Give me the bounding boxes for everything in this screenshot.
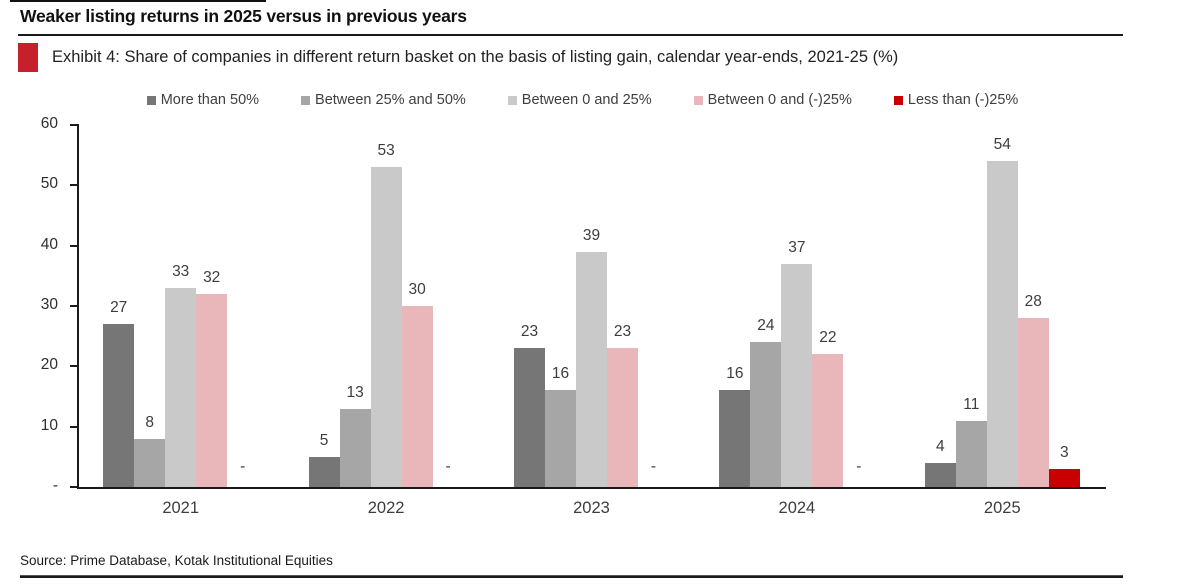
top-edge-line [10, 0, 266, 2]
bar-value-label: 37 [788, 238, 806, 256]
source-note: Source: Prime Database, Kotak Institutio… [20, 553, 333, 568]
legend-item-1: More than 50% [146, 92, 260, 108]
bar [607, 348, 638, 487]
x-axis-line [77, 487, 1106, 489]
y-axis-tick-mark [70, 124, 77, 126]
legend-swatch-icon [301, 95, 311, 105]
bar [1048, 468, 1080, 487]
bar [165, 287, 197, 487]
y-axis-tick-mark [70, 305, 77, 307]
bar-value-label: 16 [551, 365, 570, 383]
bar-value-label: 53 [377, 142, 395, 160]
bar [514, 348, 545, 487]
bar-value-label: 30 [408, 281, 426, 298]
bar [812, 354, 844, 487]
y-axis-tick-label: 60 [40, 115, 58, 132]
y-axis-tick-mark [70, 184, 77, 187]
bar-value-label: 28 [1024, 293, 1042, 311]
legend-item-4: Between 0 and (-)25% [693, 92, 852, 108]
bar-value-label: 8 [145, 413, 154, 431]
bar-value-label: 22 [819, 329, 837, 347]
x-axis-category-label: 2025 [983, 499, 1021, 517]
legend-item-3: Between 0 and 25% [507, 92, 652, 108]
bar [955, 420, 987, 487]
bar-value-label: 54 [993, 136, 1011, 154]
bottom-border-line [20, 575, 1123, 578]
y-axis-tick-label: 50 [40, 175, 58, 193]
bar-value-label: 16 [726, 365, 744, 383]
bar [308, 456, 340, 487]
bar [103, 324, 135, 487]
legend-item-label: Between 0 and 25% [521, 92, 652, 108]
legend-item-label: More than 50% [160, 92, 260, 108]
bar-value-label: 23 [613, 323, 632, 341]
legend-item-5: Less than (-)25% [893, 92, 1019, 108]
bar [781, 263, 813, 487]
exhibit-marker [18, 43, 38, 72]
legend-item-label: Less than (-)25% [907, 92, 1019, 108]
legend-swatch-icon [893, 95, 903, 105]
y-axis-tick-label: 20 [40, 356, 58, 374]
bar-value-label: 32 [203, 268, 221, 286]
bar [576, 251, 607, 487]
x-axis-category-label: 2023 [573, 499, 610, 517]
bar-value-label: 4 [935, 437, 945, 455]
legend-swatch-icon [507, 95, 517, 105]
zero-value-dash-label: - [856, 458, 862, 475]
x-axis-category-label: 2021 [162, 499, 200, 517]
bar [339, 408, 371, 487]
bar-value-label: 39 [582, 226, 601, 244]
y-axis-tick-mark [70, 365, 77, 368]
bar [924, 462, 956, 487]
legend-item-label: Between 25% and 50% [315, 92, 466, 108]
zero-value-dash-label: - [445, 458, 451, 475]
bar [750, 342, 782, 487]
bar-value-label: 11 [963, 395, 980, 413]
legend-swatch-icon [146, 95, 156, 105]
y-axis-tick-label: - [52, 477, 58, 494]
zero-value-dash-label: - [240, 458, 246, 475]
chart-legend: More than 50% Between 25% and 50% Between … [60, 92, 1105, 108]
bar-value-label: 3 [1059, 443, 1069, 461]
bar [986, 161, 1018, 487]
bar-value-label: 27 [110, 299, 128, 317]
y-axis-tick-mark [70, 425, 77, 428]
bar-value-label: 13 [346, 383, 364, 401]
legend-item-label: Between 0 and (-)25% [707, 92, 852, 108]
y-axis-tick-label: 10 [40, 416, 58, 434]
bar [719, 390, 751, 487]
bar [1017, 318, 1049, 487]
y-axis-line [77, 124, 79, 488]
bar [545, 390, 576, 487]
x-axis-category-label: 2022 [367, 499, 405, 517]
bar-value-label: 23 [520, 323, 539, 341]
bar-value-label: 5 [319, 431, 329, 449]
legend-item-2: Between 25% and 50% [301, 92, 466, 108]
page-title: Weaker listing returns in 2025 versus in… [20, 6, 467, 26]
bar [401, 306, 433, 487]
exhibit-title: Exhibit 4: Share of companies in differe… [52, 48, 899, 66]
bar-value-label: 33 [172, 262, 190, 280]
y-axis-tick-mark [70, 244, 77, 247]
bar [370, 167, 402, 487]
zero-value-dash-label: - [650, 458, 657, 475]
y-axis-tick-label: 40 [40, 235, 58, 253]
x-axis-category-label: 2024 [778, 499, 816, 517]
y-axis-tick-mark [70, 486, 77, 488]
legend-swatch-icon [693, 95, 703, 105]
bar [196, 293, 228, 487]
y-axis-tick-label: 30 [40, 296, 58, 313]
title-underline [18, 34, 1123, 36]
bar [134, 438, 166, 487]
bar-value-label: 24 [757, 317, 775, 335]
